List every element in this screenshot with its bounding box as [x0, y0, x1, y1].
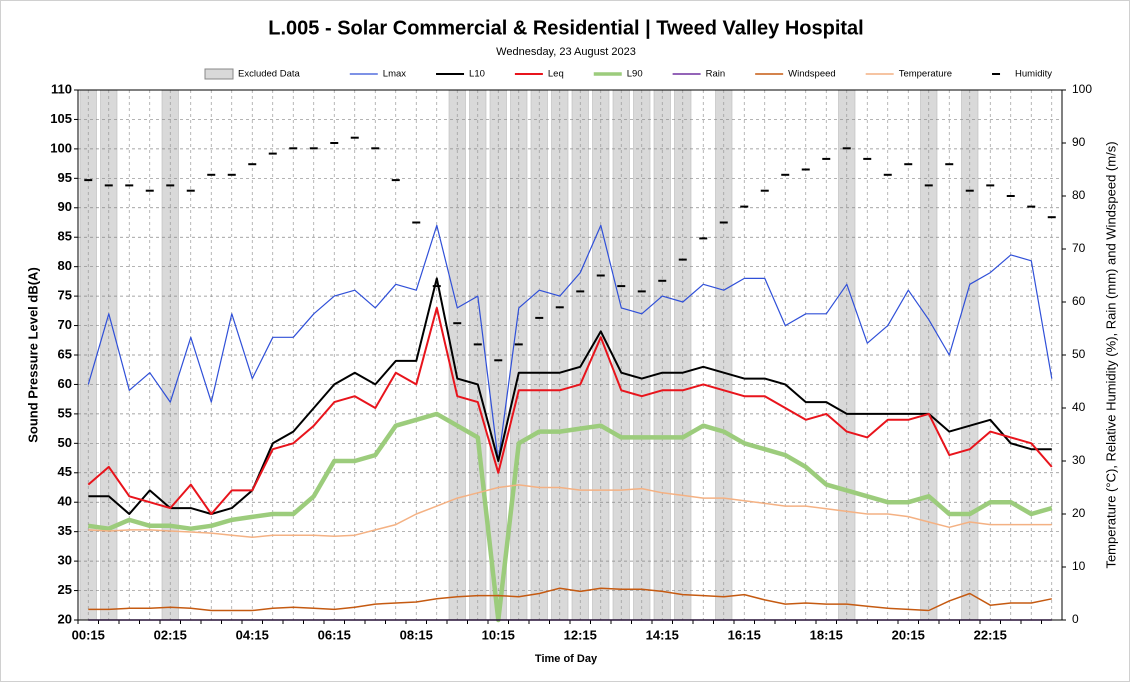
y-axis-label: Sound Pressure Level dB(A)	[25, 267, 40, 443]
x-tick-label: 08:15	[400, 627, 433, 642]
y-tick-label: 40	[58, 494, 72, 509]
x-tick-label: 20:15	[892, 627, 925, 642]
y-tick-label: 25	[58, 582, 72, 597]
x-tick-label: 06:15	[318, 627, 351, 642]
series-line	[88, 587, 1052, 612]
y-tick-label: 110	[51, 81, 72, 96]
x-tick-label: 04:15	[236, 627, 269, 642]
x-axis-label: Time of Day	[535, 653, 598, 665]
legend-label: L90	[627, 69, 643, 80]
y-tick-label: 35	[58, 523, 72, 538]
legend-label: Lmax	[383, 69, 406, 80]
y-tick-label: 50	[58, 435, 72, 450]
series-line	[88, 484, 1052, 539]
y-tick-label: 55	[58, 405, 72, 420]
x-tick-label: 22:15	[974, 627, 1007, 642]
chart-title: L.005 - Solar Commercial & Residential |…	[268, 17, 863, 39]
plot-border	[77, 89, 1063, 621]
x-tick-label: 10:15	[482, 627, 515, 642]
y2-tick-label: 0	[1072, 612, 1079, 626]
y2-tick-label: 30	[1072, 453, 1086, 467]
x-tick-label: 14:15	[646, 627, 679, 642]
y2-tick-label: 10	[1072, 559, 1086, 573]
y-tick-label: 45	[58, 464, 72, 479]
legend-label: Temperature	[899, 69, 952, 80]
y2-tick-label: 70	[1072, 241, 1086, 255]
y2-tick-label: 80	[1072, 188, 1086, 202]
y2-tick-label: 40	[1072, 400, 1086, 414]
y2-tick-label: 100	[1072, 82, 1092, 96]
y-tick-label: 30	[58, 553, 72, 568]
x-tick-label: 00:15	[72, 627, 105, 642]
legend-label: Leq	[548, 69, 564, 80]
chart-subtitle: Wednesday, 23 August 2023	[496, 46, 636, 58]
y-tick-label: 95	[58, 170, 72, 185]
series-line	[87, 411, 1053, 623]
x-tick-label: 18:15	[810, 627, 843, 642]
y-tick-label: 75	[58, 288, 72, 303]
y-tick-label: 90	[58, 199, 72, 214]
y2-tick-label: 90	[1072, 135, 1086, 149]
series-line	[88, 277, 1052, 515]
y-tick-label: 65	[58, 346, 72, 361]
y2-tick-label: 50	[1072, 347, 1086, 361]
y2-tick-label: 20	[1072, 506, 1086, 520]
y-tick-label: 70	[58, 317, 72, 332]
y-tick-label: 105	[50, 111, 72, 126]
y-tick-label: 20	[58, 611, 72, 626]
series-line	[87, 224, 1053, 462]
series-line	[87, 306, 1053, 515]
y2-axis-label: Temperature (°C), Relative Humidity (%),…	[1103, 141, 1118, 568]
legend-label: L10	[469, 69, 485, 80]
y-tick-label: 85	[58, 229, 72, 244]
x-tick-label: 16:15	[728, 627, 761, 642]
x-tick-label: 02:15	[154, 627, 187, 642]
x-tick-label: 12:15	[564, 627, 597, 642]
legend-label: Rain	[706, 69, 726, 80]
legend-label: Excluded Data	[238, 69, 301, 80]
legend-label: Windspeed	[788, 69, 836, 80]
y2-tick-label: 60	[1072, 294, 1086, 308]
legend-swatch	[204, 68, 234, 80]
y-tick-label: 80	[58, 258, 72, 273]
y-tick-label: 100	[50, 140, 72, 155]
legend-label: Humidity	[1015, 69, 1052, 80]
y-tick-label: 60	[58, 376, 72, 391]
